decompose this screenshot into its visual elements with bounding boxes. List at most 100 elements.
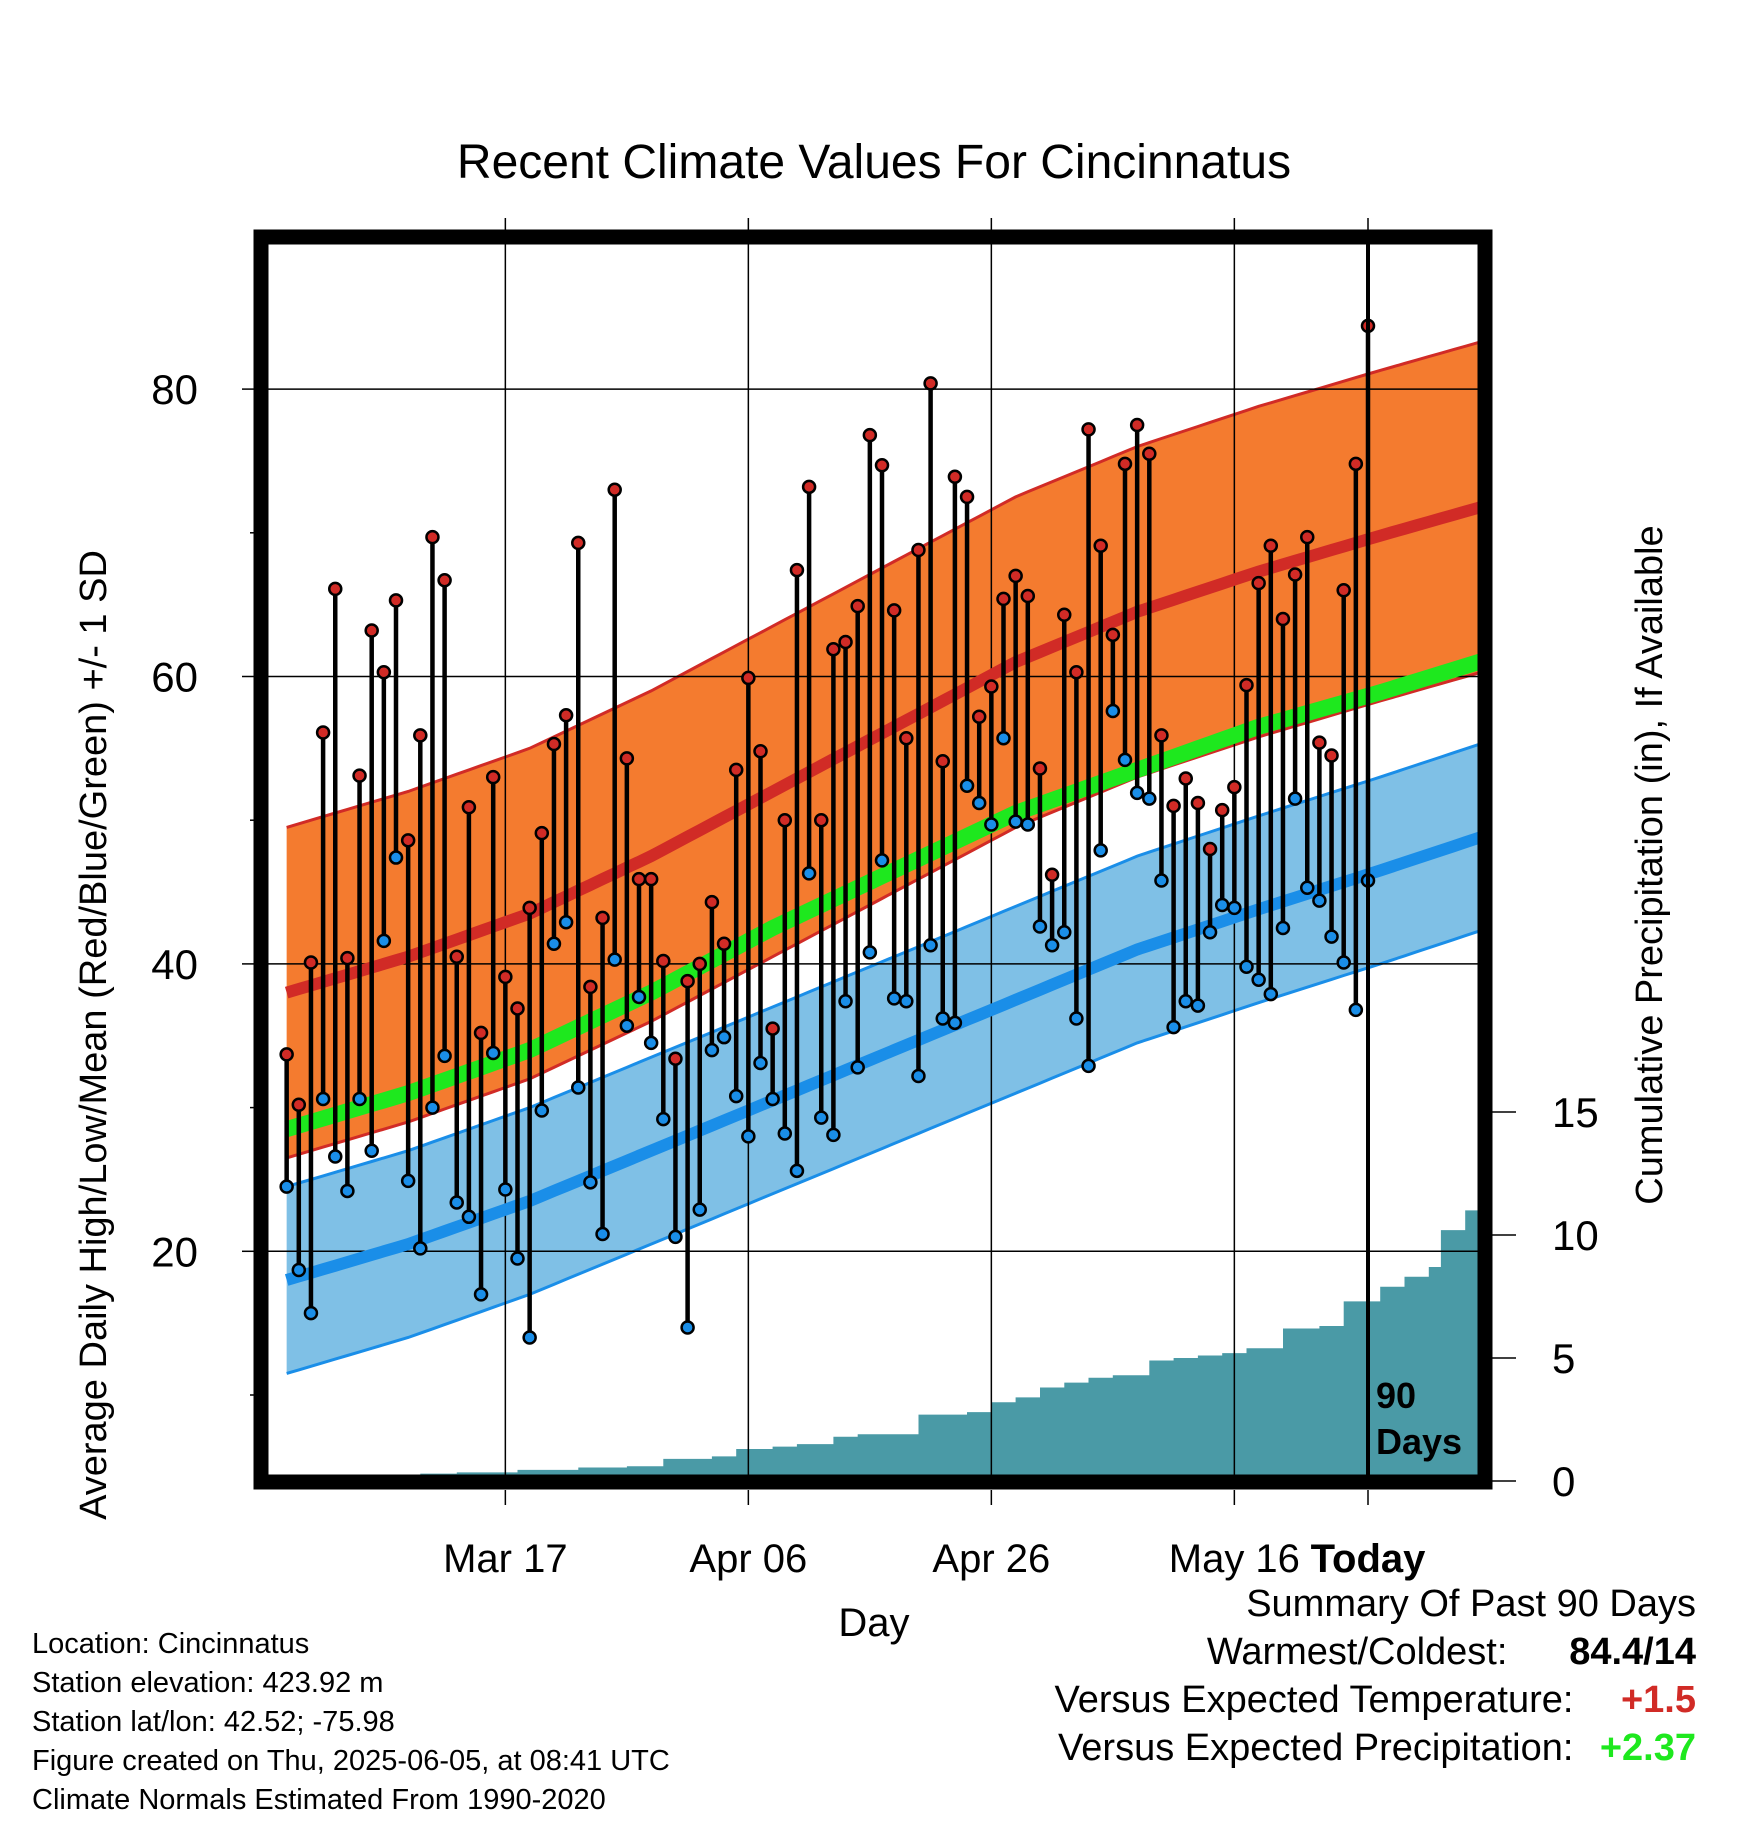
daily-low-point xyxy=(656,1111,671,1127)
daily-high-point xyxy=(583,979,598,995)
daily-low-point xyxy=(862,945,878,960)
daily-high-point xyxy=(1227,779,1242,795)
daily-low-point xyxy=(1348,1002,1364,1018)
created-text: Figure created on Thu, 2025-06-05, at 08… xyxy=(32,1745,670,1777)
summary-temp: Versus Expected Temperature: +1.5 xyxy=(1055,1676,1696,1724)
y2-axis-label: Cumulative Precipitation (in), If Availa… xyxy=(1629,525,1671,1204)
daily-high-point xyxy=(1142,446,1157,462)
daily-high-point xyxy=(923,376,938,391)
daily-low-point xyxy=(1251,972,1266,987)
daily-high-point xyxy=(498,969,513,985)
daily-high-point xyxy=(862,427,878,443)
daily-high-point xyxy=(437,572,452,588)
daily-high-point xyxy=(328,581,343,597)
daily-high-point xyxy=(1263,538,1279,553)
daily-low-point xyxy=(874,853,890,868)
x-tick-label: Today xyxy=(1311,1537,1427,1581)
daily-low-point xyxy=(1142,791,1157,806)
daily-high-point xyxy=(303,955,319,970)
daily-high-point xyxy=(1324,748,1339,763)
daily-high-point xyxy=(765,1021,780,1036)
x-tick-label: Apr 06 xyxy=(689,1537,807,1581)
daily-low-point xyxy=(1081,1058,1096,1074)
daily-high-point xyxy=(801,479,817,495)
daily-high-point xyxy=(935,754,950,769)
daily-high-point xyxy=(1348,456,1364,472)
daily-high-point xyxy=(728,762,744,778)
daily-high-point xyxy=(899,731,914,746)
daily-low-point xyxy=(619,1018,635,1033)
daily-high-point xyxy=(510,1001,525,1016)
daily-high-point xyxy=(643,871,659,887)
daily-high-point xyxy=(1081,422,1096,437)
daily-high-point xyxy=(850,598,865,614)
daily-high-point xyxy=(656,953,671,969)
daily-high-point xyxy=(1117,456,1133,472)
daily-high-point xyxy=(838,634,853,650)
daily-low-point xyxy=(886,991,902,1006)
daily-low-point xyxy=(425,1100,440,1115)
daily-high-point xyxy=(607,482,622,497)
daily-low-point xyxy=(449,1195,464,1210)
daily-high-point xyxy=(388,593,404,608)
daily-high-point xyxy=(996,591,1011,607)
daily-low-point xyxy=(510,1251,525,1266)
daily-low-point xyxy=(984,817,999,832)
daily-low-point xyxy=(400,1173,416,1189)
daily-high-point xyxy=(1287,567,1303,582)
daily-low-point xyxy=(923,937,938,953)
daily-low-point xyxy=(971,795,987,811)
daily-high-point xyxy=(1300,529,1315,545)
daily-high-point xyxy=(376,664,392,680)
daily-low-point xyxy=(826,1127,841,1143)
daily-low-point xyxy=(1214,897,1230,913)
daily-low-point xyxy=(1154,873,1169,888)
daily-low-point xyxy=(789,1163,805,1179)
daily-high-point xyxy=(364,623,379,638)
daily-low-point xyxy=(291,1262,307,1278)
y2-tick-label: 10 xyxy=(1552,1212,1599,1259)
today-days-label: 90 xyxy=(1376,1375,1416,1416)
daily-low-point xyxy=(340,1183,355,1199)
daily-high-point xyxy=(473,1025,489,1041)
daily-high-point xyxy=(1275,611,1291,627)
daily-high-point xyxy=(1214,802,1230,818)
daily-low-point xyxy=(1057,925,1072,940)
daily-low-point xyxy=(947,1015,963,1031)
daily-high-point xyxy=(947,469,963,485)
daily-high-point xyxy=(534,825,550,841)
daily-low-point xyxy=(801,866,817,881)
daily-low-point xyxy=(1093,843,1108,858)
daily-high-point xyxy=(413,728,428,743)
warm-cold-label: Warmest/Coldest: xyxy=(1206,1631,1508,1673)
daily-high-point xyxy=(1093,538,1108,553)
daily-high-point xyxy=(886,603,902,618)
daily-low-point xyxy=(814,1110,829,1125)
chart-title: Recent Climate Values For Cincinnatus xyxy=(457,136,1291,189)
y-tick-label: 60 xyxy=(151,654,198,701)
today-days-label-line2: Days xyxy=(1376,1421,1462,1462)
daily-low-point xyxy=(935,1011,950,1026)
location-text: Location: Cincinnatus xyxy=(32,1628,310,1660)
daily-high-point xyxy=(680,973,695,989)
daily-high-point xyxy=(1336,583,1351,598)
daily-low-point xyxy=(461,1209,477,1225)
daily-high-point xyxy=(1105,627,1121,643)
daily-low-point xyxy=(1239,959,1254,975)
daily-low-point xyxy=(1105,703,1121,719)
daily-low-point xyxy=(1202,925,1218,940)
daily-high-point xyxy=(692,956,707,972)
daily-low-point xyxy=(899,994,914,1009)
y-tick-label: 80 xyxy=(151,366,198,413)
daily-low-point xyxy=(1044,937,1060,953)
daily-low-point xyxy=(680,1320,695,1335)
daily-low-point xyxy=(765,1091,780,1107)
daily-low-point xyxy=(1032,919,1048,934)
daily-low-point xyxy=(522,1330,537,1345)
plot-inner: 90 Days xyxy=(268,244,1478,1475)
daily-high-point xyxy=(449,949,464,964)
daily-low-point xyxy=(1275,920,1291,936)
daily-low-point xyxy=(1312,893,1327,908)
daily-low-point xyxy=(911,1068,926,1084)
